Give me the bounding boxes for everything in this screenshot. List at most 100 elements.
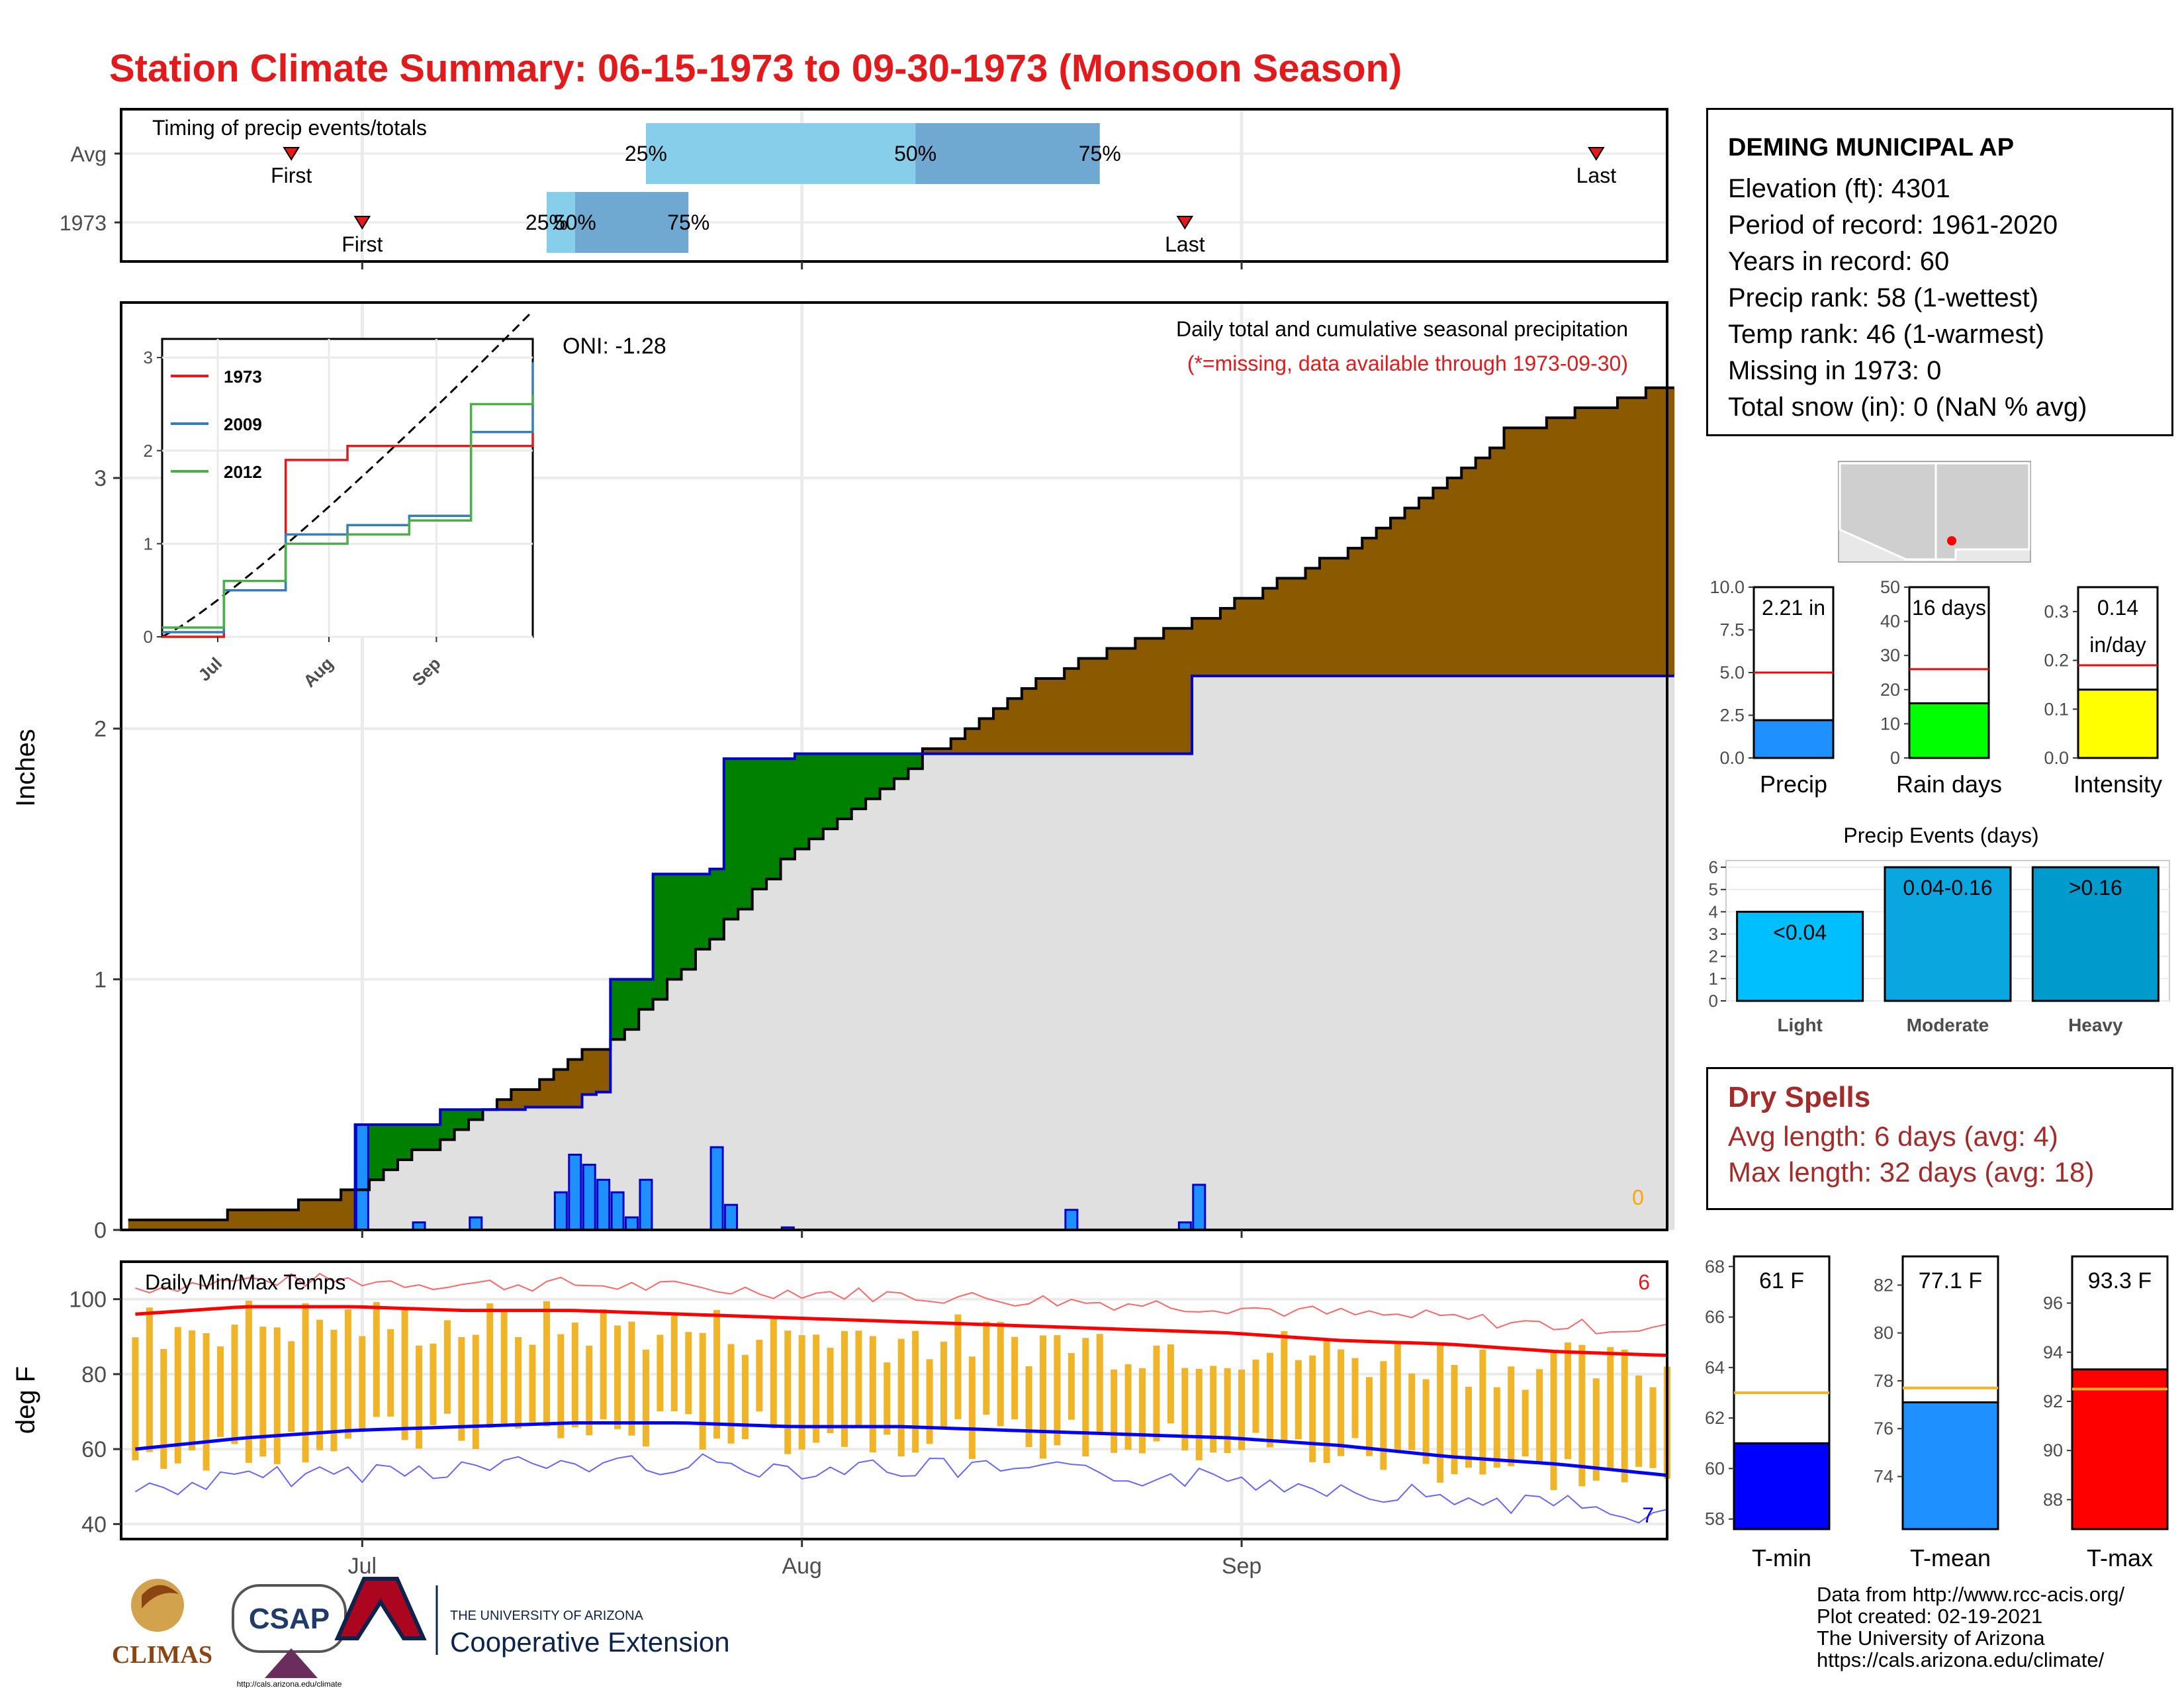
surplus-fill <box>681 874 696 970</box>
timing-first-label: First <box>271 164 312 187</box>
cumulative-fill <box>823 829 838 1230</box>
cumulative-fill <box>837 819 852 1230</box>
deficit-fill <box>1561 418 1576 677</box>
cumulative-fill <box>1447 676 1462 1230</box>
station-name: DEMING MUNICIPAL AP <box>1728 134 2015 162</box>
daily-precip-bar <box>625 1216 639 1231</box>
credit-line: https://cals.arizona.edu/climate/ <box>1817 1648 2105 1671</box>
events-bar-label: <0.04 <box>1773 920 1827 944</box>
cumulative-fill <box>965 753 980 1230</box>
daily-temp-range-bar <box>1124 1364 1132 1450</box>
daily-precip-bar <box>568 1153 582 1231</box>
deficit-fill <box>284 1209 299 1230</box>
cumulative-fill <box>922 753 937 1230</box>
cumulative-fill <box>1305 676 1320 1230</box>
mini-bar-unit-label: in/day <box>2089 633 2146 657</box>
surplus-fill <box>440 1109 455 1140</box>
inset-y-tick-label: 2 <box>144 441 153 461</box>
deficit-fill <box>1603 408 1618 677</box>
daily-temp-range-bar <box>174 1327 181 1464</box>
cumulative-fill <box>1362 676 1377 1230</box>
temp-panel-bg <box>121 1262 1667 1539</box>
surplus-fill <box>823 753 838 829</box>
daily-temp-range-bar <box>841 1331 848 1447</box>
deficit-fill <box>965 728 980 754</box>
cumulative-fill <box>1561 676 1576 1230</box>
mini-bar-tick-label: 40 <box>1880 612 1900 632</box>
cumulative-fill <box>667 979 682 1230</box>
events-title: Precip Events (days) <box>1843 823 2038 847</box>
daily-temp-range-bar <box>316 1319 324 1450</box>
cumulative-fill <box>1574 676 1590 1230</box>
deficit-fill <box>1093 658 1107 754</box>
mini-bar-value-label: 16 days <box>1912 596 1986 620</box>
mini-bar-value <box>2077 688 2159 759</box>
daily-temp-range-bar <box>1607 1347 1614 1469</box>
deficit-fill <box>227 1209 242 1230</box>
daily-temp-range-bar <box>500 1310 508 1424</box>
csap-logo-mountain <box>265 1648 318 1678</box>
temp-bar-tick-label: 96 <box>2043 1293 2063 1313</box>
deficit-fill <box>1589 408 1604 677</box>
cumulative-fill <box>482 1109 498 1230</box>
cumulative-fill <box>1291 676 1306 1230</box>
surplus-fill <box>369 1124 384 1180</box>
daily-temp-range-bar <box>1195 1368 1203 1461</box>
daily-temp-range-bar <box>685 1332 692 1415</box>
deficit-fill <box>1263 588 1278 677</box>
deficit-fill <box>1234 598 1250 677</box>
timing-last-label: Last <box>1165 232 1205 256</box>
temp-x-tick-label: Aug <box>782 1554 822 1579</box>
daily-temp-range-bar <box>515 1336 522 1429</box>
events-bar-label: 0.04-0.16 <box>1903 876 1992 900</box>
mini-bar-tick-label: 0.0 <box>2044 748 2069 768</box>
normal-max-line <box>135 1305 1668 1358</box>
mini-bar-label: Intensity <box>2073 771 2162 798</box>
daily-temp-range-bar <box>373 1302 380 1417</box>
events-tick-label: 6 <box>1709 857 1718 877</box>
deficit-fill <box>1319 558 1334 677</box>
cumulative-fill <box>426 1149 441 1230</box>
daily-temp-range-bar <box>387 1329 394 1417</box>
deficit-fill <box>1504 428 1519 677</box>
deficit-fill <box>1404 508 1420 677</box>
cumulative-fill <box>993 753 1008 1230</box>
daily-temp-range-bar <box>1309 1355 1316 1462</box>
daily-temp-range-bar <box>543 1301 550 1427</box>
events-category-label: Heavy <box>2068 1015 2123 1035</box>
daily-precip-bar <box>639 1178 653 1231</box>
y-tick-label: 1 <box>94 967 107 992</box>
daily-temp-range-bar <box>1621 1349 1628 1483</box>
deficit-fill <box>1107 648 1122 754</box>
surplus-fill <box>894 753 909 779</box>
daily-temp-range-bar <box>1139 1368 1146 1454</box>
cumulative-fill <box>1589 676 1604 1230</box>
deficit-fill <box>1078 658 1093 754</box>
daily-temp-range-bar <box>273 1327 281 1464</box>
average-cumulative-line <box>128 386 1674 1221</box>
cumulative-fill <box>936 753 952 1230</box>
y-tick-label: 0 <box>94 1218 107 1243</box>
cumulative-fill <box>1093 753 1107 1230</box>
deficit-fill <box>596 1049 611 1092</box>
daily-temp-range-bar <box>1252 1359 1259 1433</box>
logo-row: CLIMAS CSAP http://cals.arizona.edu/climat… <box>112 1577 730 1688</box>
temp-bar-value <box>1733 1442 1831 1530</box>
mini-bar-tick-label: 30 <box>1880 645 1900 665</box>
cumulative-fill <box>1433 676 1448 1230</box>
deficit-fill <box>1291 578 1306 677</box>
daily-temp-range-bar <box>160 1348 167 1469</box>
daily-temp-range-bar <box>203 1333 210 1471</box>
observed-cumulative-line <box>128 675 1674 1231</box>
cumulative-fill <box>894 778 909 1230</box>
cumulative-fill <box>1390 676 1406 1230</box>
daily-temp-range-bar <box>770 1315 777 1429</box>
deficit-fill <box>1518 428 1533 677</box>
daily-precip-bar <box>1192 1184 1206 1231</box>
climas-logo-mark <box>142 1585 179 1609</box>
dry-spells-box: Dry Spells Avg length: 6 days (avg: 4) M… <box>1706 1067 2173 1210</box>
cumulative-fill <box>1546 676 1561 1230</box>
cumulative-fill <box>1234 676 1250 1230</box>
daily-precip-bar <box>355 1123 369 1231</box>
daily-temp-range-bar <box>330 1329 338 1452</box>
